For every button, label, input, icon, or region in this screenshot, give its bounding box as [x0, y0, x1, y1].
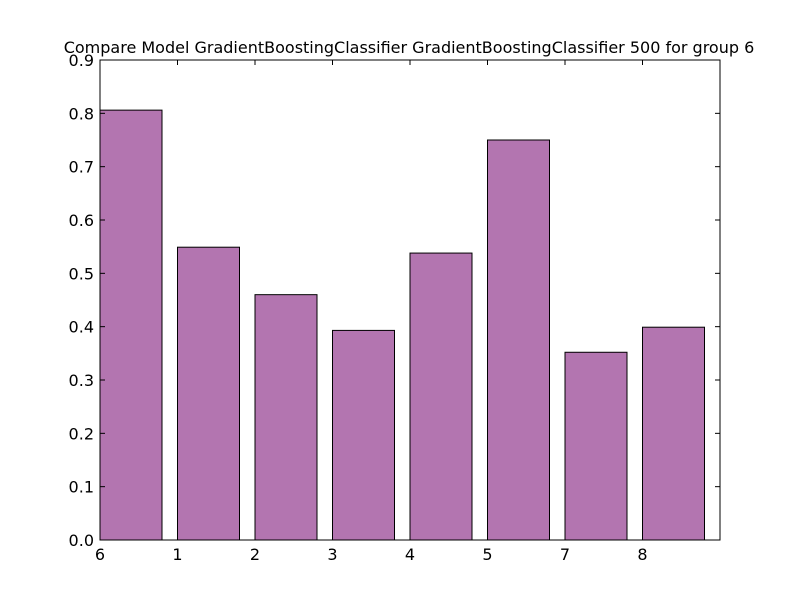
bar-1 [177, 246, 240, 541]
bar-5 [487, 139, 550, 541]
bar-8 [642, 326, 705, 541]
bar-2 [254, 294, 318, 541]
y-tick-label-5: 0.5 [69, 264, 94, 283]
x-tick-label-4: 4 [405, 545, 415, 564]
x-tick-label-7: 7 [560, 545, 570, 564]
bar-7 [564, 351, 628, 541]
x-tick-label-3: 3 [327, 545, 337, 564]
bar-3 [332, 329, 395, 541]
y-tick-label-9: 0.9 [69, 51, 94, 70]
x-tick-label-2: 2 [250, 545, 260, 564]
x-tick-label-5: 5 [482, 545, 492, 564]
y-tick-label-6: 0.6 [69, 211, 94, 230]
bars-group [99, 109, 705, 541]
y-tick-label-1: 0.1 [69, 478, 94, 497]
chart-title: Compare Model GradientBoostingClassifier… [64, 38, 755, 57]
bar-4 [409, 252, 473, 541]
y-tick-label-3: 0.3 [69, 371, 94, 390]
y-tick-label-4: 0.4 [69, 318, 94, 337]
plot-frame [99, 59, 721, 541]
x-tick-label-6: 6 [95, 545, 105, 564]
bar-6 [99, 109, 163, 541]
y-tick-label-2: 0.2 [69, 424, 94, 443]
x-tick-label-8: 8 [637, 545, 647, 564]
y-tick-label-0: 0.0 [69, 531, 94, 550]
ticks-group: 0.0 0.1 0.2 0.3 0.4 0.5 0.6 0.7 0.8 0.9 6 1 2 3 4 5 7 8 [69, 51, 720, 564]
y-tick-label-7: 0.7 [69, 158, 94, 177]
x-tick-label-1: 1 [172, 545, 182, 564]
y-tick-label-8: 0.8 [69, 104, 94, 123]
